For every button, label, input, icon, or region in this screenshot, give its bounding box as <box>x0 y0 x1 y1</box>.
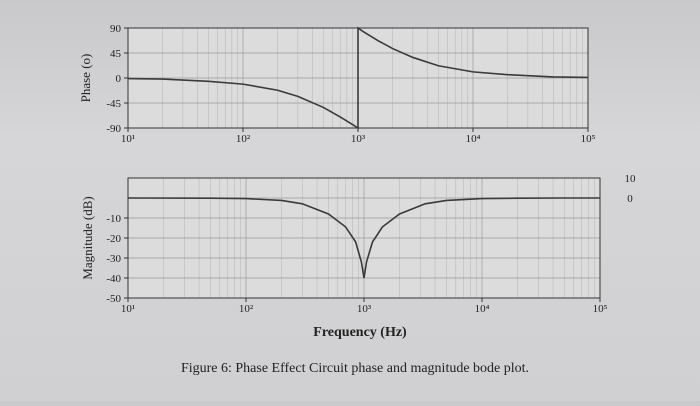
series-line <box>127 26 589 130</box>
y-tick-label: -10 <box>106 213 121 225</box>
y-axis-label: Magnitude (dB) <box>80 196 95 279</box>
y-tick-label: -30 <box>106 253 121 265</box>
x-tick-label: 10¹ <box>121 133 135 145</box>
y-tick-label-right: 10 <box>625 173 637 185</box>
x-tick-label: 10⁵ <box>581 133 596 145</box>
y-tick-label: 90 <box>110 23 122 35</box>
x-tick-label: 10⁴ <box>475 303 490 315</box>
magnitude-plot: -10 -20 -30 -40 -50 10 0 10¹ 10² 10³ 10⁴ 10⁵ Magnitu… <box>80 173 636 315</box>
y-tick-label: 0 <box>116 73 122 85</box>
x-tick-label: 10² <box>236 133 251 145</box>
y-tick-label: 45 <box>110 48 122 60</box>
x-tick-label: 10⁵ <box>593 303 608 315</box>
y-tick-label: -20 <box>106 233 121 245</box>
x-tick-label: 10² <box>239 303 254 315</box>
y-tick-label: -45 <box>106 98 121 110</box>
y-tick-label-right: 0 <box>627 193 633 205</box>
frequency-axis-label: Frequency (Hz) <box>313 325 407 340</box>
y-axis-label: Phase (o) <box>78 54 93 103</box>
figure-caption: Figure 6: Phase Effect Circuit phase and… <box>181 361 529 376</box>
x-tick-label: 10³ <box>357 303 372 315</box>
x-tick-label: 10⁴ <box>466 133 481 145</box>
x-tick-label: 10³ <box>351 133 366 145</box>
x-tick-label: 10¹ <box>121 303 135 315</box>
series-line <box>127 197 600 279</box>
y-tick-label: -90 <box>106 123 121 135</box>
y-tick-label: -40 <box>106 273 121 285</box>
y-tick-label: -50 <box>106 293 121 305</box>
